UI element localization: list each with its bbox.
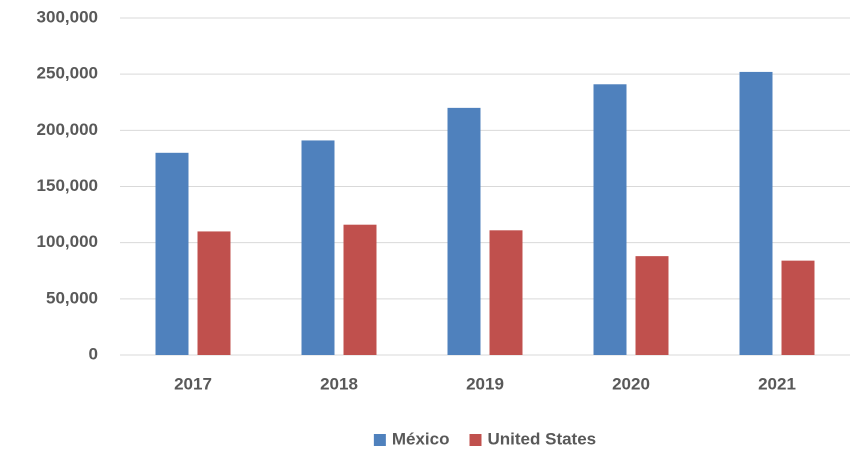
y-tick-label: 150,000 bbox=[37, 176, 98, 195]
bar bbox=[197, 231, 231, 355]
x-tick-label: 2018 bbox=[320, 374, 358, 393]
bar bbox=[593, 84, 627, 355]
x-tick-label: 2017 bbox=[174, 374, 212, 393]
y-tick-label: 0 bbox=[89, 344, 98, 363]
x-tick-label: 2019 bbox=[466, 374, 504, 393]
y-tick-label: 250,000 bbox=[37, 64, 98, 83]
legend-label: United States bbox=[488, 429, 597, 448]
y-tick-label: 300,000 bbox=[37, 7, 98, 26]
bar bbox=[301, 140, 335, 355]
y-tick-label: 50,000 bbox=[46, 288, 98, 307]
y-tick-label: 100,000 bbox=[37, 232, 98, 251]
x-tick-label: 2021 bbox=[758, 374, 796, 393]
bar bbox=[489, 230, 523, 355]
bar bbox=[155, 152, 189, 355]
bar bbox=[781, 260, 815, 355]
legend-label: México bbox=[392, 429, 450, 448]
bar bbox=[343, 224, 377, 355]
legend-swatch bbox=[469, 434, 482, 446]
y-tick-label: 200,000 bbox=[37, 120, 98, 139]
bar bbox=[447, 107, 481, 355]
x-tick-label: 2020 bbox=[612, 374, 650, 393]
bar bbox=[739, 71, 773, 356]
legend-swatch bbox=[373, 434, 386, 446]
bar bbox=[635, 256, 669, 355]
